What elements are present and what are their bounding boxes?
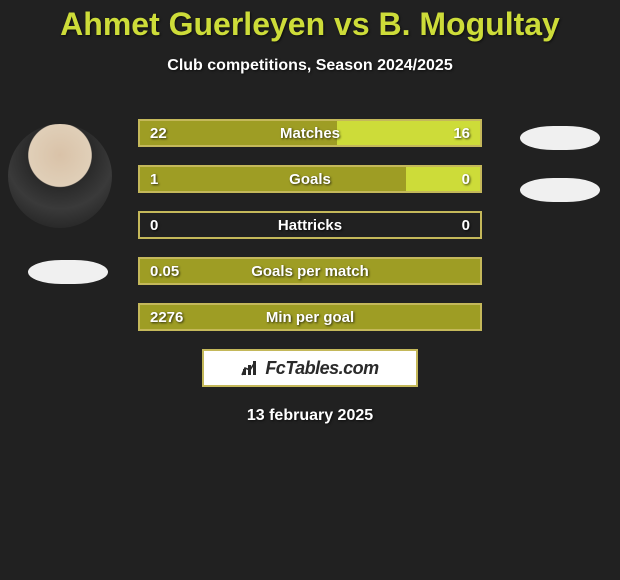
- stat-value-left: 0.05: [150, 257, 179, 285]
- stat-bar-left-fill: [138, 165, 406, 193]
- stat-row: 2276 Min per goal: [138, 303, 482, 331]
- page-title: Ahmet Guerleyen vs B. Mogultay: [0, 0, 620, 43]
- stat-value-right: 0: [462, 211, 470, 239]
- date: 13 february 2025: [0, 407, 620, 425]
- stat-value-left: 2276: [150, 303, 183, 331]
- stat-value-right: 16: [453, 119, 470, 147]
- bar-chart-icon: [241, 359, 263, 377]
- brand-text: FcTables.com: [265, 358, 378, 379]
- player-left-flag: [28, 260, 108, 284]
- stat-value-left: 22: [150, 119, 167, 147]
- stat-label: Goals: [289, 165, 331, 193]
- stat-value-left: 1: [150, 165, 158, 193]
- stat-value-left: 0: [150, 211, 158, 239]
- stat-label: Matches: [280, 119, 340, 147]
- stat-value-right: 0: [462, 165, 470, 193]
- stat-row: 0 Hattricks 0: [138, 211, 482, 239]
- stats-bars: 22 Matches 16 1 Goals 0 0 Hattricks 0 0.05 Goals p…: [138, 119, 482, 331]
- stat-row: 0.05 Goals per match: [138, 257, 482, 285]
- stat-bar-right-fill: [406, 165, 482, 193]
- stat-label: Hattricks: [278, 211, 342, 239]
- stat-row: 1 Goals 0: [138, 165, 482, 193]
- stat-label: Min per goal: [266, 303, 354, 331]
- player-right-flag-1: [520, 126, 600, 150]
- stat-label: Goals per match: [251, 257, 369, 285]
- brand-badge: FcTables.com: [202, 349, 418, 387]
- player-right-flag-2: [520, 178, 600, 202]
- subtitle: Club competitions, Season 2024/2025: [0, 57, 620, 75]
- player-left-avatar: [8, 124, 112, 228]
- stat-row: 22 Matches 16: [138, 119, 482, 147]
